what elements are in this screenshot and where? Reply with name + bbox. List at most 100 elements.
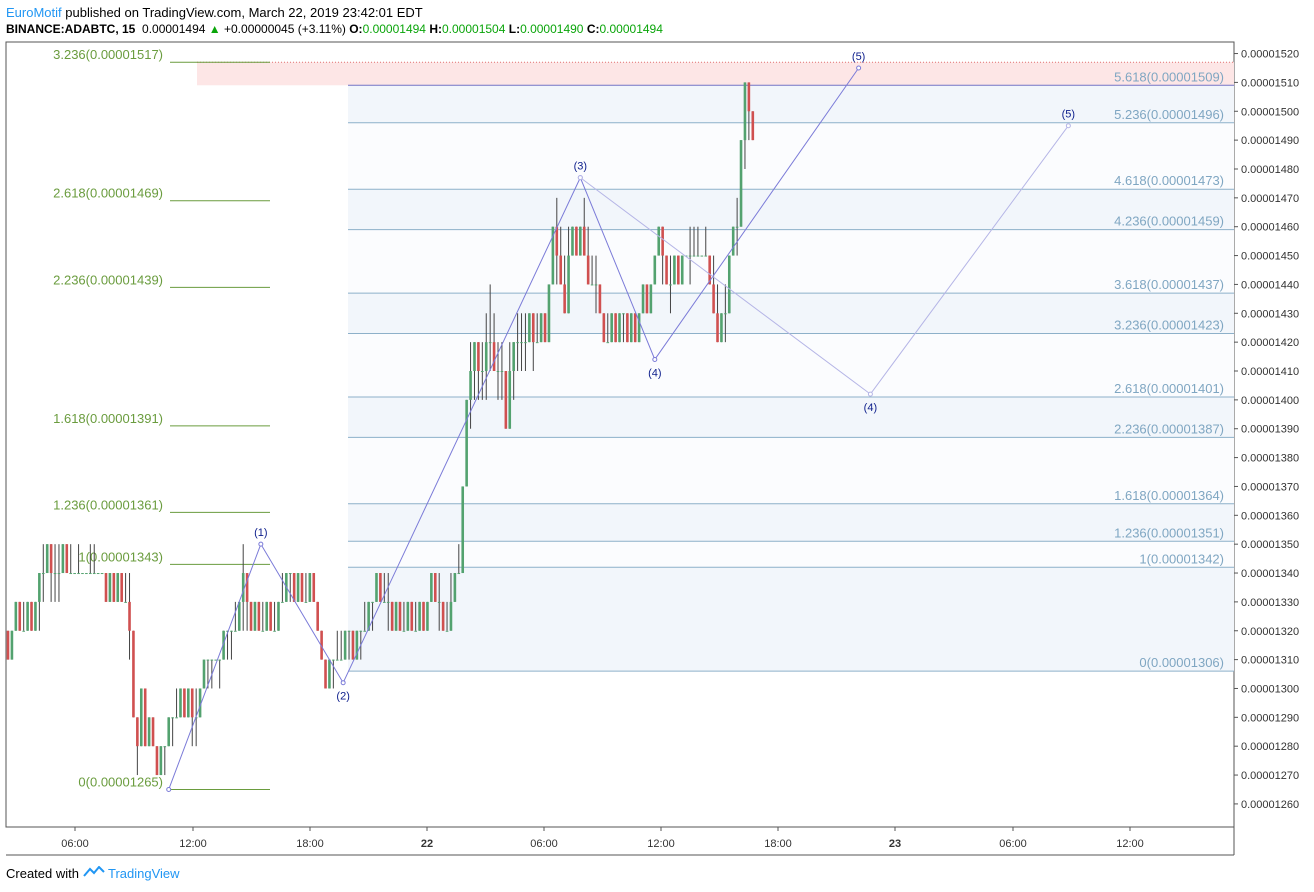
candle-up: [159, 746, 163, 776]
candle-up: [89, 573, 92, 575]
candle-up: [473, 342, 476, 372]
candle-up: [53, 573, 57, 575]
candle-up: [571, 226, 574, 256]
candle-up: [241, 573, 245, 602]
price-tick-label: 0.00001400: [1241, 395, 1299, 407]
time-tick-label: 18:00: [296, 838, 324, 850]
author-link[interactable]: EuroMotif: [6, 5, 62, 20]
fib-right-band: [348, 85, 1234, 123]
candle-up: [594, 284, 598, 286]
candle-down: [398, 601, 402, 631]
candle-up: [92, 573, 96, 575]
fib-right-label: 3.236(0.00001423): [1114, 317, 1224, 332]
high-label: H:: [429, 22, 442, 36]
tradingview-link[interactable]: TradingView: [108, 866, 180, 881]
candle-down: [249, 601, 253, 631]
candle-up: [704, 255, 708, 257]
time-tick-label: 12:00: [179, 838, 207, 850]
candle-up: [304, 601, 308, 603]
candle-up: [453, 573, 457, 602]
high-value: 0.00001504: [441, 22, 506, 36]
fib-right-band: [348, 396, 1234, 438]
fib-left-label: 1(0.00001343): [78, 549, 163, 564]
candle-up: [347, 630, 351, 632]
candle-up: [528, 313, 531, 343]
candle-up: [139, 688, 143, 747]
price-tick-label: 0.00001410: [1241, 366, 1299, 378]
price-tick-label: 0.00001490: [1241, 135, 1299, 147]
wave-point: [166, 786, 172, 792]
open-label: O:: [349, 22, 363, 36]
publish-info: EuroMotif published on TradingView.com, …: [6, 5, 423, 20]
candle-down: [708, 255, 711, 285]
fib-right-band: [348, 293, 1234, 334]
candle-down: [320, 630, 323, 660]
candle-down: [151, 717, 155, 747]
fib-right-band: [348, 229, 1234, 294]
candle-up: [367, 601, 370, 631]
candle-up: [214, 659, 218, 661]
candle-up: [116, 573, 120, 602]
candle-up: [222, 630, 225, 660]
fib-left-label: 1.618(0.00001391): [53, 411, 163, 426]
wave-point: [867, 391, 873, 397]
candle-up: [551, 226, 555, 285]
candle-up: [230, 630, 233, 632]
candle-up: [406, 601, 410, 631]
candle-up: [418, 601, 421, 631]
candle-up: [10, 630, 14, 660]
candle-down: [602, 313, 606, 343]
candle-up: [720, 313, 723, 343]
price-tick-label: 0.00001320: [1241, 626, 1299, 638]
tradingview-logo-icon: [82, 865, 108, 881]
candle-down: [555, 226, 559, 256]
candle-up: [163, 746, 167, 748]
candle-up: [265, 601, 269, 631]
candle-up: [394, 601, 398, 631]
wave-label: (5): [852, 51, 865, 63]
candle-down: [543, 313, 547, 343]
candle-up: [237, 601, 241, 631]
candle-up: [363, 630, 367, 632]
candle-down: [614, 313, 617, 343]
candle-down: [257, 601, 261, 631]
publish-text: published on TradingView.com, March 22, …: [61, 5, 423, 20]
fib-right-label: 1(0.00001342): [1139, 551, 1224, 566]
price-change: +0.00000045 (+3.11%): [224, 22, 346, 36]
candle-up: [210, 659, 214, 661]
candle-up: [147, 717, 151, 747]
candle-down: [324, 659, 327, 689]
up-arrow-icon: ▲: [208, 22, 221, 36]
price-tick-label: 0.00001330: [1241, 597, 1299, 609]
fib-right-label: 5.236(0.00001496): [1114, 107, 1224, 122]
candle-down: [379, 573, 382, 602]
candle-down: [645, 284, 649, 314]
candle-up: [426, 601, 429, 631]
candle-up: [81, 573, 84, 575]
candle-down: [312, 573, 316, 602]
fib-left-label: 2.236(0.00001439): [53, 272, 163, 287]
candle-down: [626, 313, 629, 343]
fib-left-label: 1.236(0.00001361): [53, 497, 163, 512]
price-tick-label: 0.00001500: [1241, 106, 1299, 118]
candle-down: [422, 601, 425, 631]
price-tick-label: 0.00001470: [1241, 193, 1299, 205]
price-tick-label: 0.00001310: [1241, 655, 1299, 667]
candle-up: [359, 630, 363, 632]
candle-up: [680, 255, 684, 285]
candle-up: [724, 313, 727, 315]
candle-down: [49, 544, 53, 574]
fib-right-label: 1.618(0.00001364): [1114, 488, 1224, 503]
candle-up: [175, 717, 178, 719]
candle-down: [477, 342, 480, 372]
candle-up: [179, 688, 182, 718]
time-tick-label: 12:00: [647, 838, 675, 850]
candle-up: [692, 255, 696, 257]
candle-up: [465, 399, 468, 487]
price-tick-label: 0.00001350: [1241, 539, 1299, 551]
close-label: C:: [586, 22, 600, 36]
open-value: 0.00001494: [362, 22, 426, 36]
fib-right-band: [348, 122, 1234, 190]
candle-up: [277, 601, 280, 631]
